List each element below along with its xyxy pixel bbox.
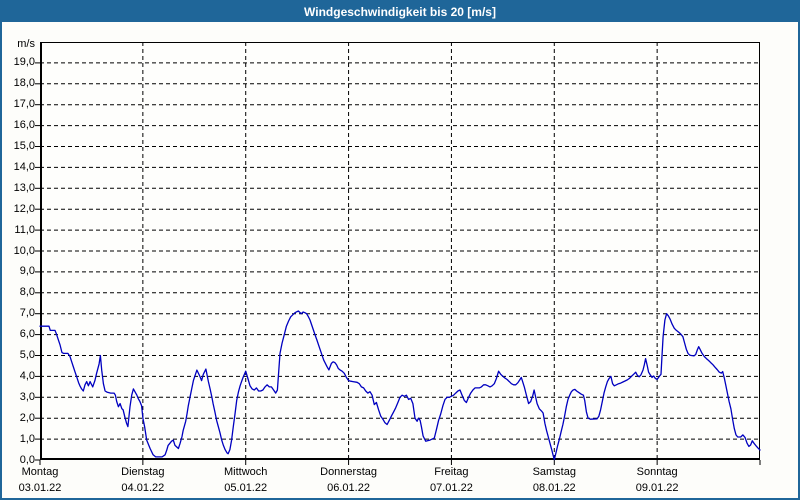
y-axis-tick-label: 0,0 (19, 453, 35, 466)
y-axis-tick-label: 8,0 (19, 286, 35, 299)
x-axis-day-label: Dienstag (121, 466, 165, 478)
x-axis-day-label: Samstag (532, 466, 576, 478)
x-axis-day-label: Freitag (434, 466, 469, 478)
x-axis-day-label: Donnerstag (320, 466, 377, 478)
y-axis-tick-label: 19,0 (13, 56, 35, 69)
x-axis-day-label: Sonntag (636, 466, 678, 478)
wind-speed-chart (35, 42, 761, 465)
y-axis-tick-label: 12,0 (13, 202, 35, 215)
x-axis-date-label: 07.01.22 (430, 482, 473, 494)
y-axis-tick-label: 14,0 (13, 160, 35, 173)
y-axis-tick-label: 6,0 (19, 328, 35, 341)
y-axis-tick-label: 17,0 (13, 98, 35, 111)
title-bar: Windgeschwindigkeit bis 20 [m/s] (2, 2, 798, 22)
plot-canvas: m/s 0,0 1,0 2,0 3,0 4,0 5,0 6,0 7,0 8,0 9,0 10,0 11… (2, 22, 798, 498)
x-axis-date-label: 03.01.22 (18, 482, 62, 494)
x-axis-date-label: 05.01.22 (224, 482, 268, 494)
x-axis-date-label: 06.01.22 (327, 482, 370, 494)
y-axis-tick-label: 3,0 (19, 390, 35, 403)
chart-title: Windgeschwindigkeit bis 20 [m/s] (304, 5, 496, 19)
y-axis-tick-label: 4,0 (19, 369, 35, 382)
y-axis-tick-label: 1,0 (19, 432, 35, 445)
x-axis-date-label: 09.01.22 (635, 482, 679, 494)
x-axis-date-label: 08.01.22 (532, 482, 576, 494)
y-axis-tick-label: 9,0 (19, 265, 35, 278)
y-axis-tick-label: 13,0 (13, 181, 35, 194)
y-axis-tick-label: 5,0 (19, 349, 35, 361)
x-axis-day-label: Montag (21, 466, 59, 478)
wind-speed-line (39, 310, 761, 461)
y-axis-tick-label: 7,0 (19, 307, 35, 320)
y-axis-tick-label: 11,0 (14, 223, 35, 236)
y-axis-tick-label: 15,0 (13, 140, 35, 152)
y-axis-tick-label: 18,0 (13, 77, 35, 90)
y-axis-tick-label: 2,0 (19, 411, 35, 424)
x-axis-date-label: 04.01.22 (121, 482, 165, 494)
y-axis-tick-label: 10,0 (13, 244, 35, 257)
y-axis-unit-label: m/s (17, 38, 35, 50)
x-axis-day-label: Mittwoch (224, 466, 268, 478)
y-axis-tick-label: 16,0 (13, 119, 35, 132)
